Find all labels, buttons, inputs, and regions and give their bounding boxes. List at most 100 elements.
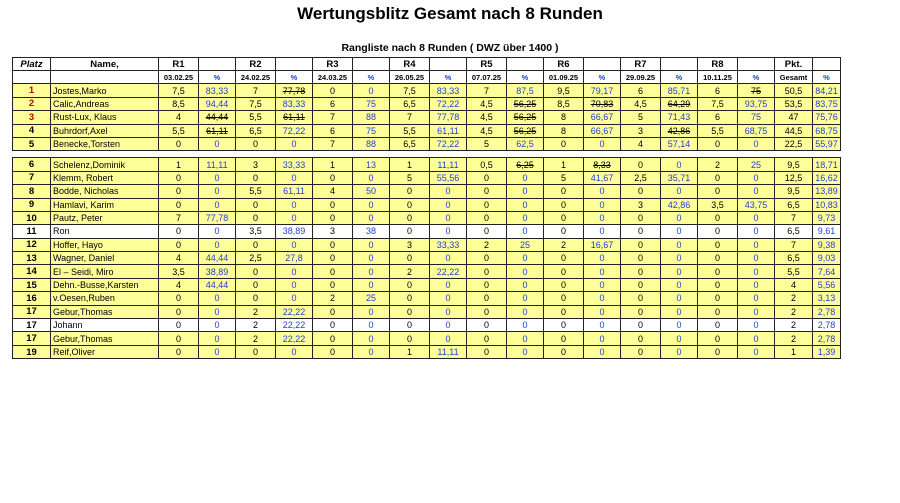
name-cell: Rust-Lux, Klaus xyxy=(50,110,159,125)
score-cell: 0 xyxy=(543,251,584,266)
score-cell: 6,5 xyxy=(774,251,813,266)
page-title: Wertungsblitz Gesamt nach 8 Runden xyxy=(297,4,603,23)
table-row: 16 v.Oesen,Ruben 0 0 0 0 2 25 0 0 0 0 0 0 0 0 0 0 2 3,13 xyxy=(12,291,841,306)
score-cell: 0 xyxy=(697,136,738,152)
date-header: 24.03.25 xyxy=(312,70,353,85)
percent-cell: 66,67 xyxy=(583,123,621,138)
column-header xyxy=(198,56,236,72)
score-cell: 0 xyxy=(697,331,738,346)
separator-cell xyxy=(12,150,51,159)
percent-cell: 42,86 xyxy=(660,123,698,138)
score-cell: 3 xyxy=(620,123,661,138)
percent-cell: 13,89 xyxy=(812,184,841,199)
percent-cell: 75 xyxy=(737,110,775,125)
score-cell: 0 xyxy=(466,170,507,186)
score-cell: 0 xyxy=(235,344,276,360)
score-cell: 1 xyxy=(543,157,584,172)
date-header: % xyxy=(429,70,467,85)
score-cell: 2 xyxy=(312,291,353,306)
score-cell: 0 xyxy=(543,304,584,320)
score-cell: 0 xyxy=(697,304,738,320)
date-header: % xyxy=(583,70,621,85)
column-header: Platz xyxy=(12,56,51,72)
date-header xyxy=(50,70,159,85)
score-cell: 3 xyxy=(620,197,661,212)
percent-cell: 0 xyxy=(352,264,390,279)
score-cell: 7,5 xyxy=(158,83,199,98)
column-header: R4 xyxy=(389,56,430,72)
score-cell: 0 xyxy=(235,210,276,226)
percent-cell: 2,78 xyxy=(812,304,841,320)
percent-cell: 0 xyxy=(737,264,775,279)
percent-cell: 0 xyxy=(737,304,775,320)
percent-cell: 0 xyxy=(198,237,236,253)
score-cell: 6 xyxy=(620,83,661,98)
score-cell: 0 xyxy=(466,184,507,199)
score-cell: 5,5 xyxy=(774,264,813,279)
header-row: Platz Name, R1 R2 R3 R4 R5 R6 R7 R8 Pkt. xyxy=(12,56,841,72)
percent-cell: 85,71 xyxy=(660,83,698,98)
score-cell: 50,5 xyxy=(774,83,813,98)
score-cell: 0 xyxy=(620,344,661,360)
score-cell: 0 xyxy=(389,197,430,212)
percent-cell: 0 xyxy=(429,331,467,346)
percent-cell: 0 xyxy=(660,277,698,293)
group-separator xyxy=(12,150,841,159)
percent-cell: 77,78 xyxy=(198,210,236,226)
score-cell: 0 xyxy=(389,277,430,293)
score-cell: 0 xyxy=(697,344,738,360)
percent-cell: 38,89 xyxy=(198,264,236,279)
percent-cell: 0 xyxy=(352,277,390,293)
percent-cell: 16,62 xyxy=(812,170,841,186)
place-cell: 2 xyxy=(12,96,51,112)
score-cell: 5 xyxy=(389,170,430,186)
percent-cell: 0 xyxy=(583,184,621,199)
separator-cell xyxy=(312,150,353,159)
score-cell: 0 xyxy=(312,197,353,212)
name-cell: Pautz, Peter xyxy=(50,210,159,226)
percent-cell: 61,11 xyxy=(275,110,313,125)
place-cell: 7 xyxy=(12,170,51,186)
percent-cell: 56,25 xyxy=(506,123,544,138)
percent-cell: 18,71 xyxy=(812,157,841,172)
percent-cell: 0 xyxy=(198,331,236,346)
percent-cell: 2,78 xyxy=(812,318,841,333)
column-header: R7 xyxy=(620,56,661,72)
separator-cell xyxy=(158,150,199,159)
score-cell: 1 xyxy=(389,344,430,360)
score-cell: 7 xyxy=(466,83,507,98)
percent-cell: 0 xyxy=(737,331,775,346)
percent-cell: 22,22 xyxy=(275,304,313,320)
score-cell: 0 xyxy=(697,251,738,266)
place-cell: 16 xyxy=(12,291,51,306)
percent-cell: 22,22 xyxy=(275,318,313,333)
percent-cell: 0 xyxy=(583,136,621,152)
name-cell: El – Seidi, Miro xyxy=(50,264,159,279)
score-cell: 44,5 xyxy=(774,123,813,138)
percent-cell: 68,75 xyxy=(812,123,841,138)
percent-cell: 2,78 xyxy=(812,331,841,346)
score-cell: 1 xyxy=(312,157,353,172)
score-cell: 5,5 xyxy=(697,123,738,138)
percent-cell: 0 xyxy=(275,344,313,360)
percent-cell: 0 xyxy=(506,184,544,199)
percent-cell: 33,33 xyxy=(429,237,467,253)
percent-cell: 0 xyxy=(352,344,390,360)
separator-cell xyxy=(737,150,775,159)
score-cell: 0 xyxy=(466,304,507,320)
score-cell: 0 xyxy=(312,264,353,279)
separator-cell xyxy=(620,150,661,159)
score-cell: 3 xyxy=(312,224,353,239)
score-cell: 0 xyxy=(620,184,661,199)
percent-cell: 38,89 xyxy=(275,224,313,239)
score-cell: 0 xyxy=(158,170,199,186)
score-cell: 6,5 xyxy=(774,224,813,239)
date-header: 24.02.25 xyxy=(235,70,276,85)
table-row: 6 Schelenz,Dominik 1 11,11 3 33,33 1 13 1 11,11 0,… xyxy=(12,157,841,172)
percent-cell: 0 xyxy=(429,304,467,320)
percent-cell: 9,03 xyxy=(812,251,841,266)
column-header: R8 xyxy=(697,56,738,72)
percent-cell: 55,97 xyxy=(812,136,841,152)
score-cell: 2 xyxy=(235,331,276,346)
separator-cell xyxy=(506,150,544,159)
